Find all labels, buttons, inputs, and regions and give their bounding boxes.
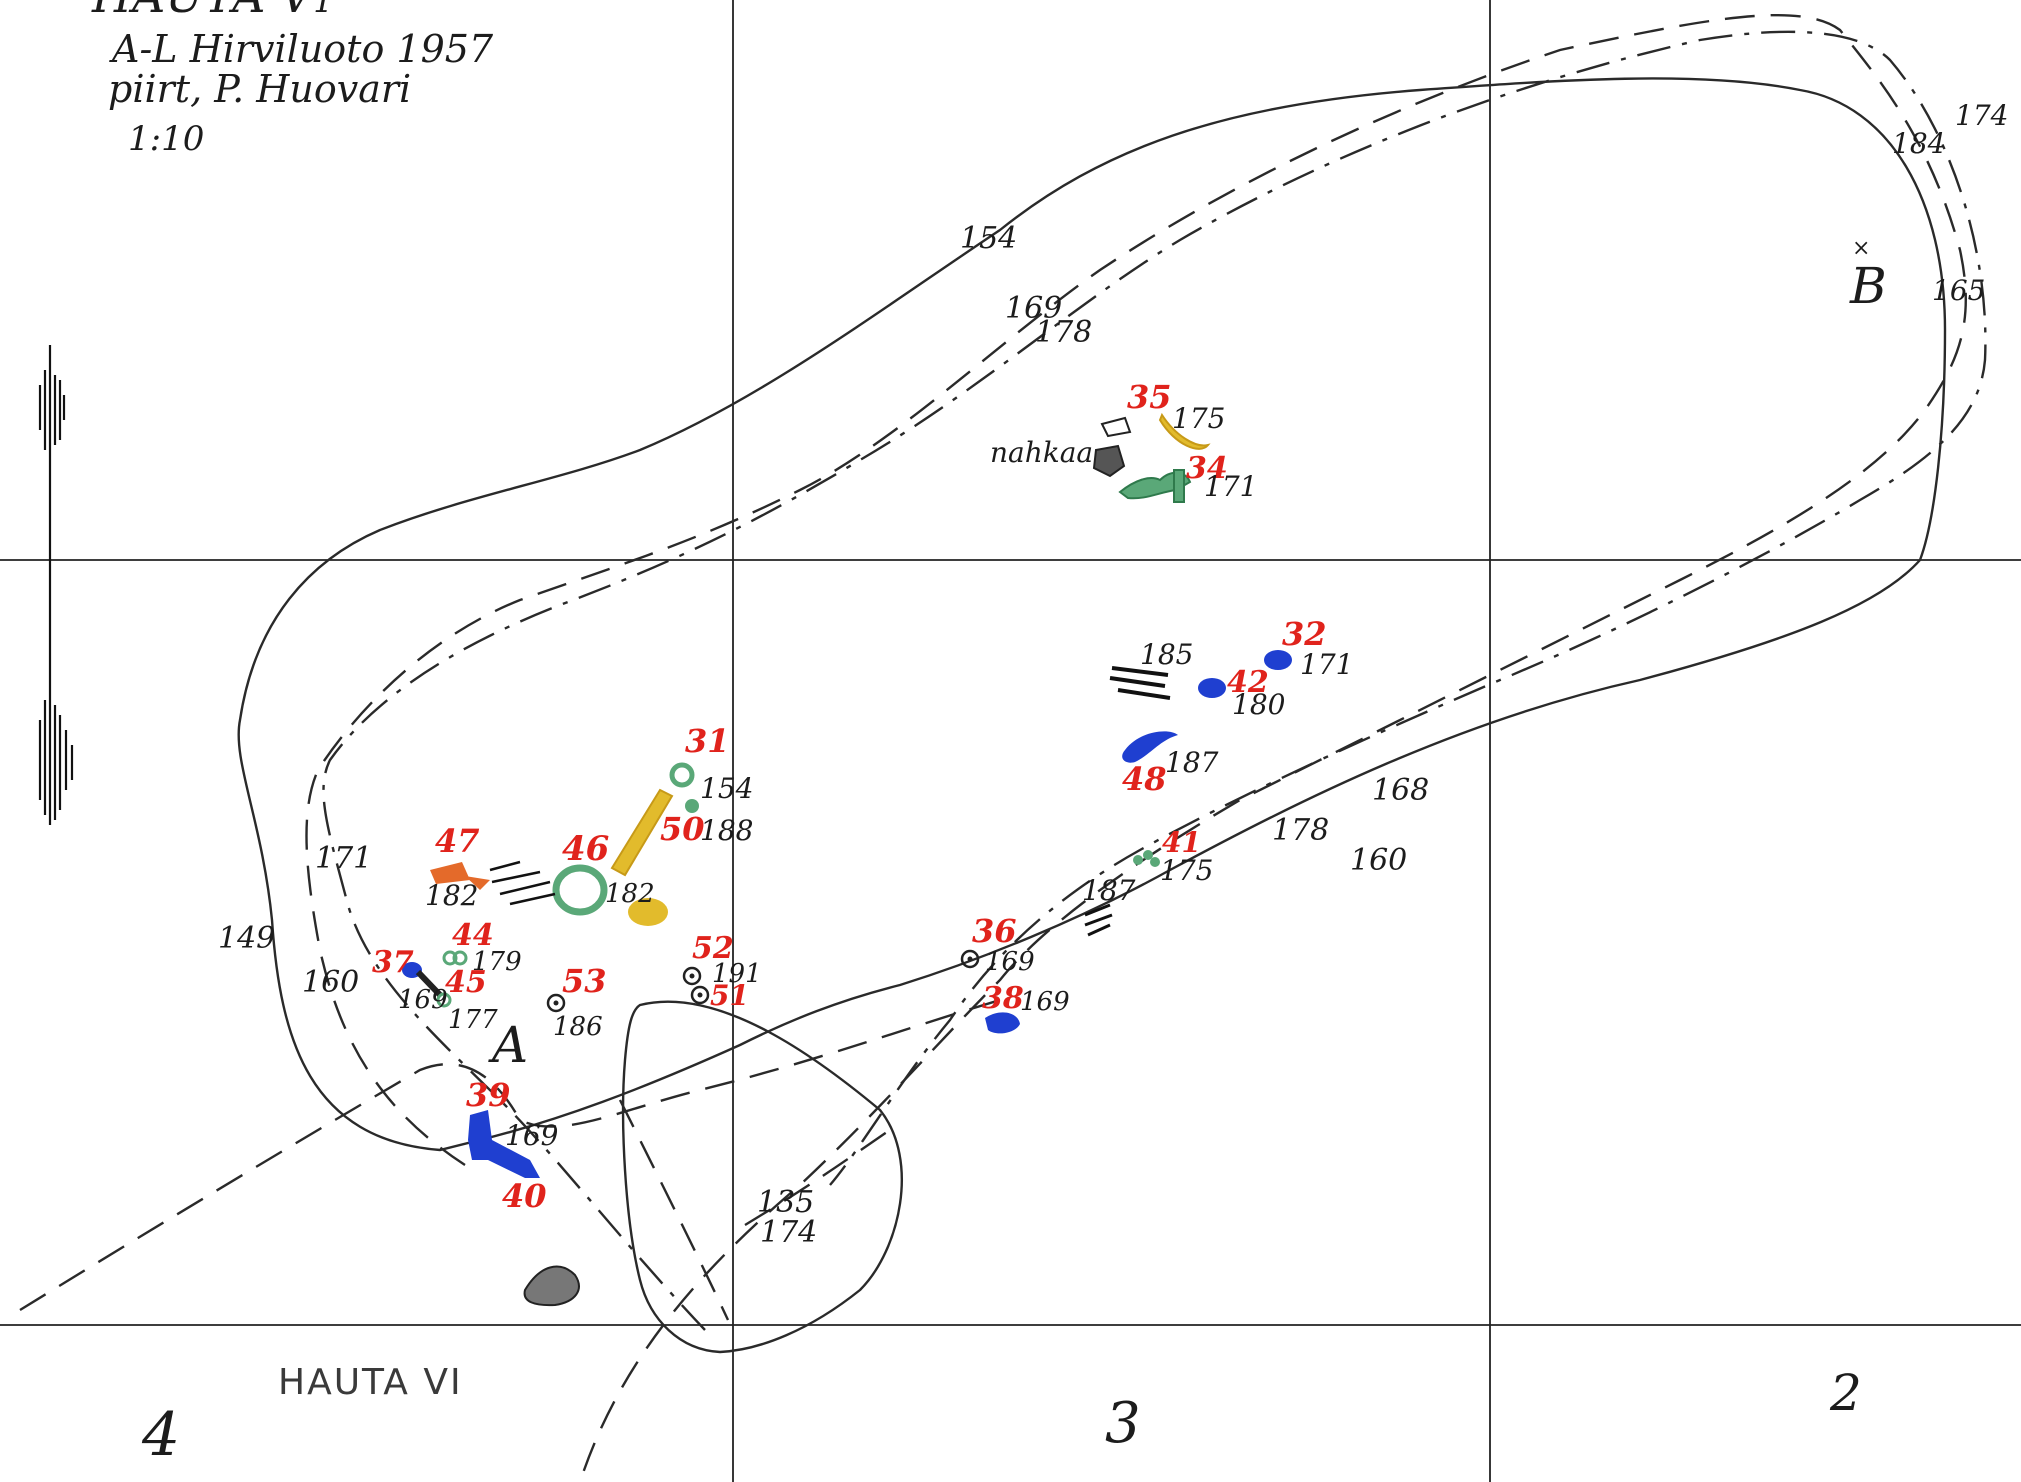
grid-square-4: 4 bbox=[141, 1400, 180, 1470]
find-depth-38: 169 bbox=[1020, 987, 1070, 1017]
leather-label: nahkaa bbox=[990, 436, 1093, 469]
grave-title: HAUTA V₁ bbox=[91, 0, 332, 23]
find-depth-35: 175 bbox=[1172, 402, 1225, 435]
find-depth-41: 175 bbox=[1160, 854, 1213, 887]
find-number-50: 50 bbox=[660, 810, 705, 848]
contour-label-135: 135 bbox=[757, 1185, 814, 1220]
contour-label-165: 165 bbox=[1932, 274, 1985, 307]
contour-label-178: 178 bbox=[1035, 315, 1092, 350]
stone-hatched bbox=[523, 1265, 580, 1307]
find-group-32-42 bbox=[1109, 650, 1292, 700]
find-depth-45: 177 bbox=[448, 1005, 498, 1035]
pit-outline bbox=[621, 1000, 903, 1354]
depth-hatched-upper: 185 bbox=[1140, 638, 1193, 671]
contour-label-160-lower: 160 bbox=[1350, 843, 1407, 878]
find-number-40: 40 bbox=[502, 1177, 547, 1215]
find-depth-31: 154 bbox=[700, 772, 753, 805]
find-number-46: 46 bbox=[562, 829, 609, 869]
reference-point-a: A bbox=[488, 1016, 528, 1074]
scale-label: 1:10 bbox=[128, 119, 204, 159]
find-group-39-40 bbox=[468, 1110, 540, 1178]
find-number-47: 47 bbox=[435, 822, 480, 860]
find-number-31: 31 bbox=[685, 722, 730, 760]
find-shape-48 bbox=[1122, 731, 1178, 763]
contour-outer-solid bbox=[237, 77, 1947, 1152]
contour-label-168: 168 bbox=[1372, 773, 1429, 808]
find-depth-39: 169 bbox=[505, 1119, 558, 1152]
reference-point-b: B bbox=[1849, 257, 1887, 315]
contour-label-160: 160 bbox=[302, 965, 359, 1000]
find-depth-50: 188 bbox=[700, 814, 753, 847]
contour-label-184: 184 bbox=[1892, 127, 1945, 160]
drawer-line: piirt, P. Huovari bbox=[108, 67, 411, 111]
find-number-41: 41 bbox=[1162, 826, 1201, 859]
north-arrow-marks bbox=[38, 345, 74, 825]
contour-label-169: 169 bbox=[1005, 291, 1062, 326]
find-number-45: 45 bbox=[445, 965, 487, 1000]
contour-middle-dashed bbox=[305, 13, 1967, 1482]
find-depth-36: 169 bbox=[985, 947, 1035, 977]
contour-label-171: 171 bbox=[315, 841, 372, 876]
find-number-53: 53 bbox=[562, 962, 607, 1000]
find-depth-53: 186 bbox=[553, 1012, 603, 1042]
author-line: A-L Hirviluoto 1957 bbox=[109, 27, 494, 71]
find-depth-47: 182 bbox=[425, 879, 478, 912]
adjacent-grave-label: HAUTA VI bbox=[278, 1362, 463, 1403]
depth-hatched-lower: 187 bbox=[1082, 874, 1136, 907]
find-number-48: 48 bbox=[1122, 760, 1167, 798]
find-depth-44: 179 bbox=[472, 947, 522, 977]
find-depth-42: 180 bbox=[1232, 688, 1285, 721]
contour-label-154: 154 bbox=[960, 221, 1017, 256]
find-number-34: 34 bbox=[1186, 451, 1228, 486]
grid-square-2: 2 bbox=[1829, 1364, 1862, 1422]
grid-square-3: 3 bbox=[1105, 1391, 1141, 1456]
find-group-upper bbox=[1092, 412, 1211, 503]
find-group-52-51 bbox=[682, 966, 710, 1005]
find-group-31-50 bbox=[610, 762, 699, 877]
contour-label-174: 174 bbox=[1955, 99, 2008, 132]
find-number-37: 37 bbox=[372, 945, 414, 980]
find-number-32: 32 bbox=[1282, 615, 1327, 653]
find-number-42: 42 bbox=[1227, 665, 1269, 700]
find-depth-52: 191 bbox=[712, 959, 762, 989]
find-group-36-38 bbox=[960, 949, 1020, 1034]
find-number-36: 36 bbox=[972, 912, 1017, 950]
contour-diagonal-dashed bbox=[19, 998, 1001, 1312]
contour-inner-dashdot bbox=[322, 30, 1987, 1331]
find-depth-46: 182 bbox=[605, 879, 655, 909]
find-depth-34: 171 bbox=[1204, 470, 1257, 503]
reference-point-b-cross: × bbox=[1852, 236, 1870, 261]
find-group-46-47 bbox=[430, 860, 668, 926]
find-shape-41 bbox=[1133, 850, 1160, 867]
find-depth-32: 171 bbox=[1300, 648, 1353, 681]
find-depth-37: 169 bbox=[398, 985, 448, 1015]
find-depth-48: 187 bbox=[1165, 746, 1219, 779]
hatched-find-lower bbox=[1084, 903, 1113, 937]
contour-label-178-lower: 178 bbox=[1272, 813, 1329, 848]
find-number-35: 35 bbox=[1127, 378, 1172, 416]
find-number-51: 51 bbox=[710, 979, 749, 1012]
find-group-44-37-45 bbox=[402, 950, 468, 1008]
find-number-44: 44 bbox=[452, 918, 494, 953]
pit-inner-dashed bbox=[618, 1099, 891, 1321]
contour-label-174-pit: 174 bbox=[760, 1215, 817, 1250]
find-shape-53 bbox=[546, 993, 566, 1013]
find-number-52: 52 bbox=[692, 931, 734, 966]
contour-label-149: 149 bbox=[218, 921, 275, 956]
find-number-38: 38 bbox=[982, 981, 1024, 1016]
find-number-39: 39 bbox=[466, 1076, 511, 1114]
